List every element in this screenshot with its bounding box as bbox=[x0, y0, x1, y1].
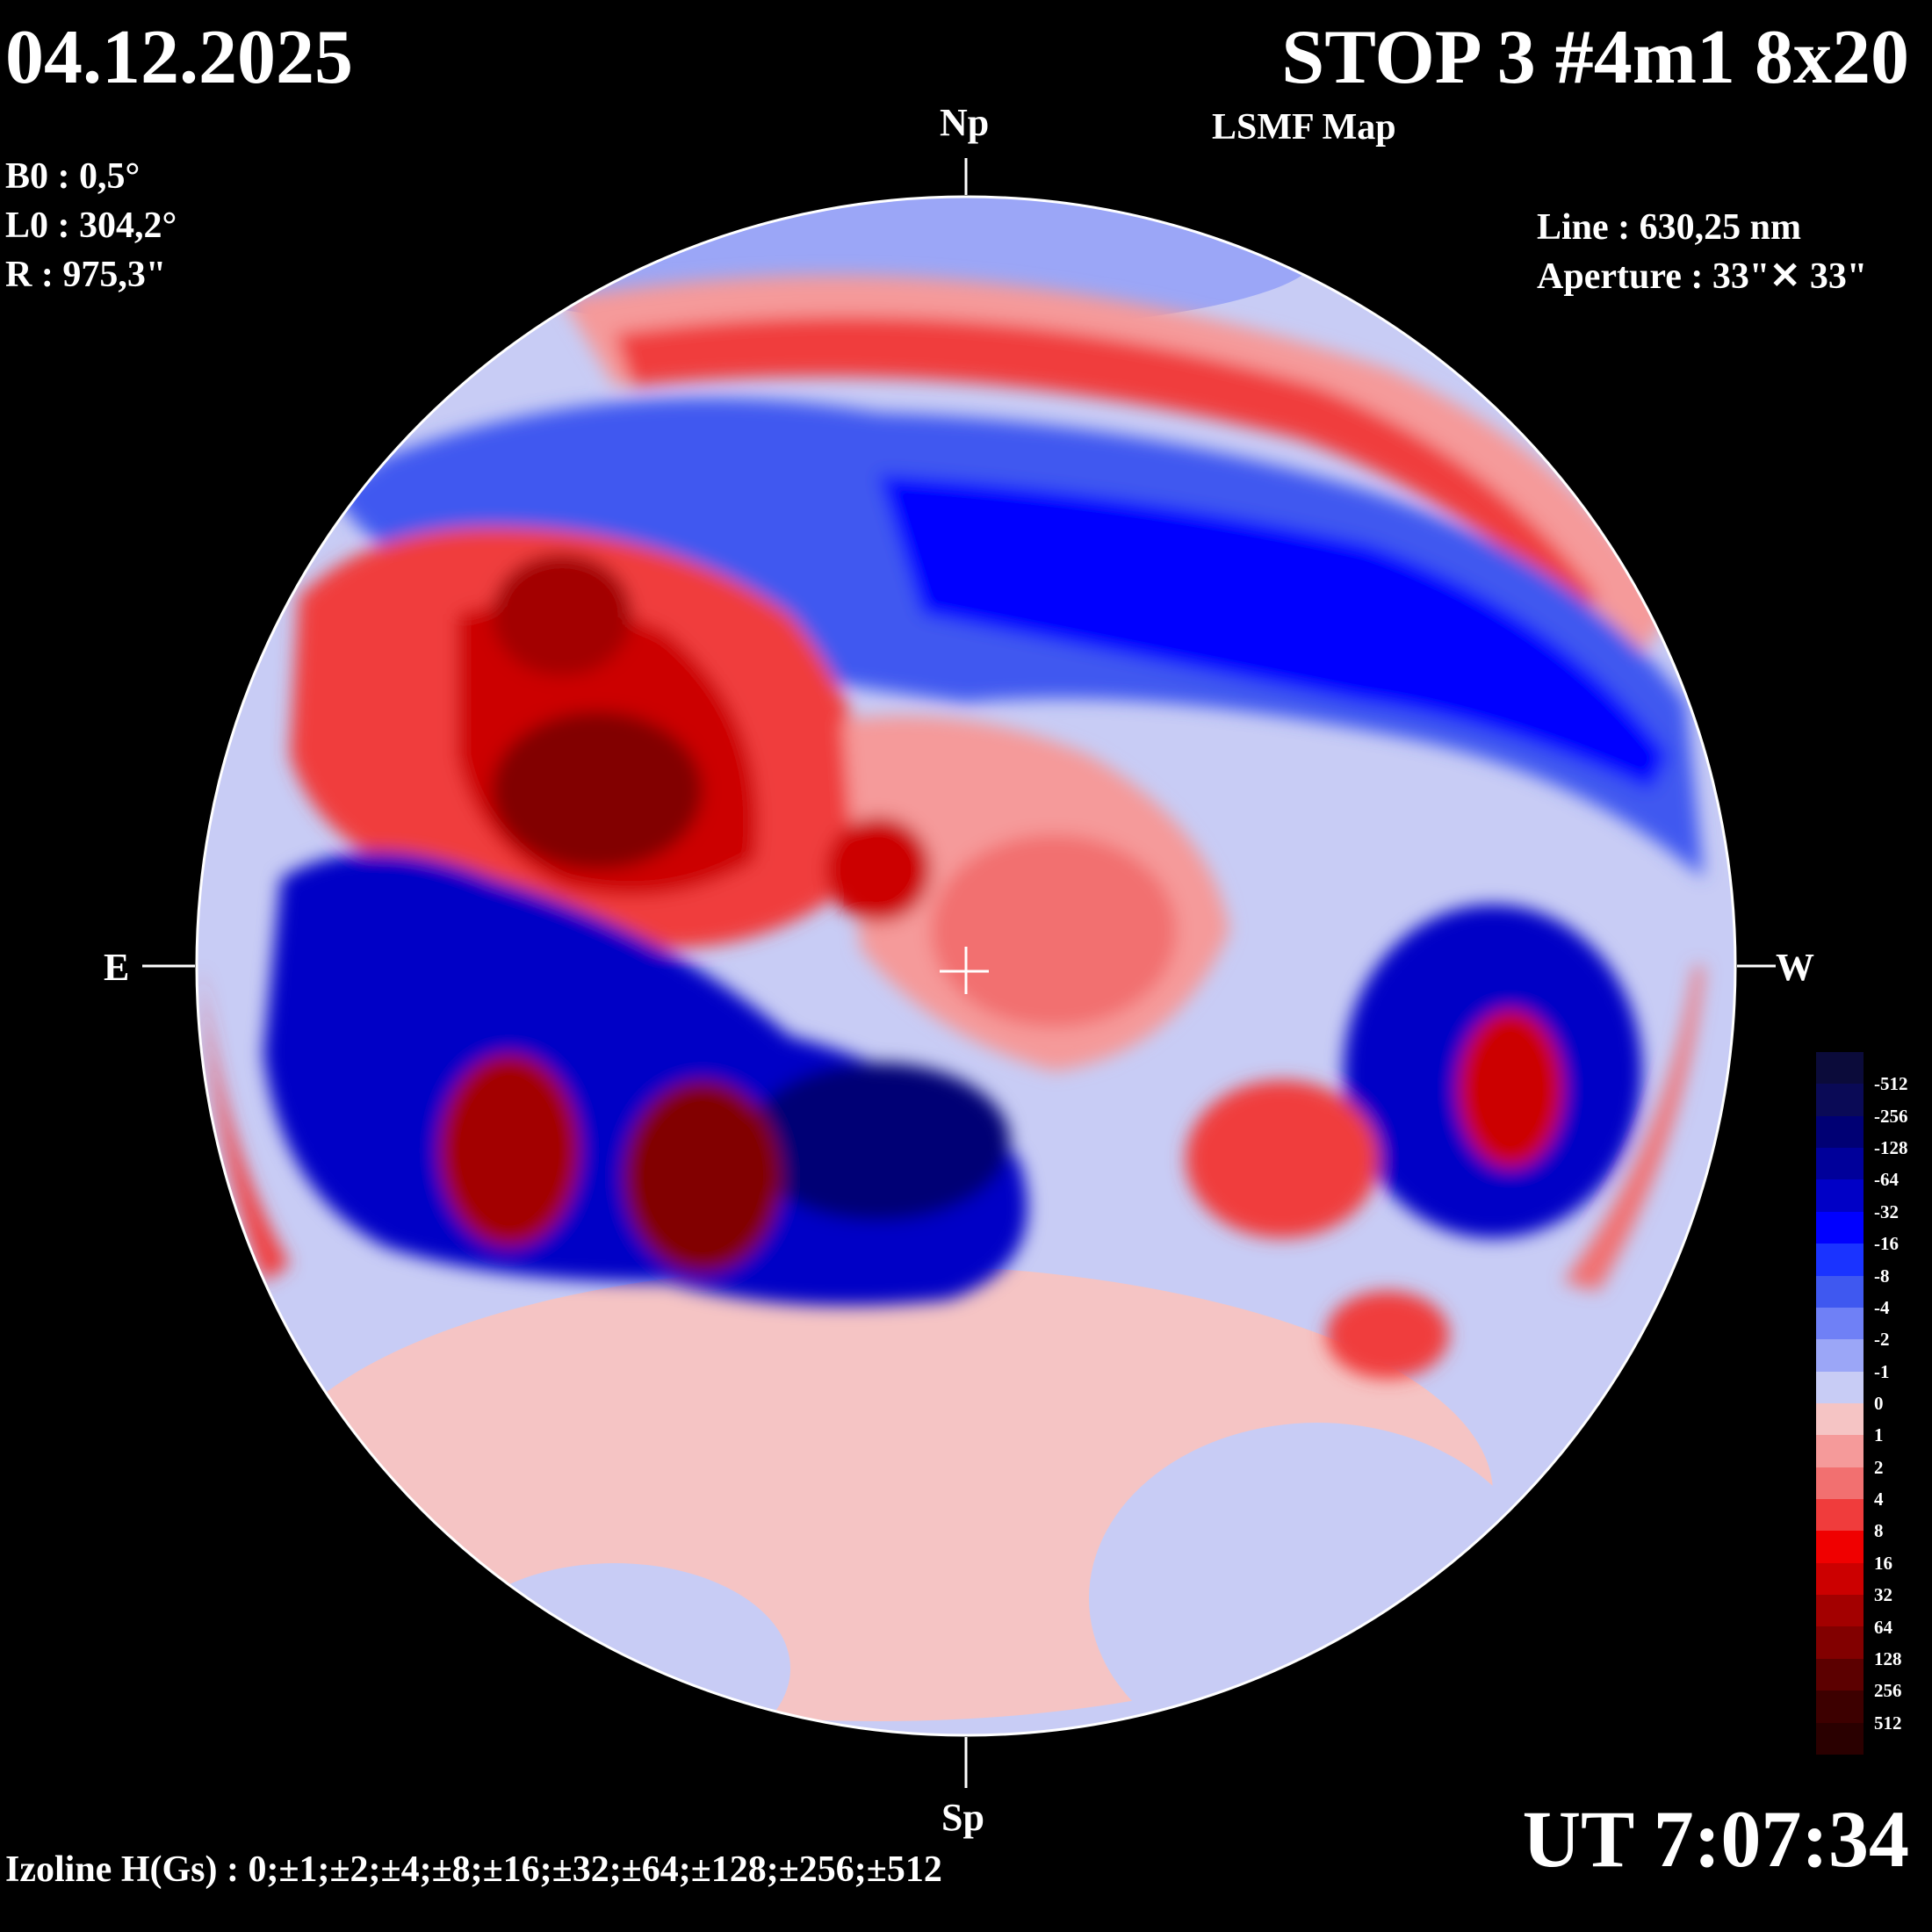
map-title: STOP 3 #4m1 8x20 bbox=[1281, 15, 1909, 100]
spectral-line: Line : 630,25 nm bbox=[1537, 207, 1802, 248]
legend-swatch bbox=[1816, 1690, 1864, 1723]
west-label: W bbox=[1776, 946, 1814, 989]
legend-label: 1 bbox=[1874, 1424, 1884, 1446]
legend-label: 32 bbox=[1874, 1584, 1892, 1606]
legend-swatch bbox=[1816, 1307, 1864, 1340]
legend-swatch bbox=[1816, 1148, 1864, 1180]
legend-swatch bbox=[1816, 1562, 1864, 1596]
legend-swatch bbox=[1816, 1467, 1864, 1500]
south-pole-label: Sp bbox=[941, 1796, 984, 1839]
legend-swatch bbox=[1816, 1402, 1864, 1436]
legend-label: -64 bbox=[1874, 1169, 1899, 1191]
legend-swatch bbox=[1816, 1275, 1864, 1308]
legend-label: 64 bbox=[1874, 1616, 1892, 1638]
disk-limb bbox=[195, 195, 1737, 1737]
color-legend bbox=[1816, 1052, 1864, 1755]
legend-label: 0 bbox=[1874, 1393, 1884, 1414]
param-b0: B0 : 0,5° bbox=[5, 156, 141, 197]
legend-swatch bbox=[1816, 1595, 1864, 1627]
axis-ticks bbox=[142, 158, 1776, 1788]
izoline-levels: Izoline H(Gs) : 0;±1;±2;±4;±8;±16;±32;±6… bbox=[5, 1849, 942, 1890]
legend-swatch bbox=[1816, 1339, 1864, 1372]
legend-label: -512 bbox=[1874, 1073, 1908, 1095]
legend-label: 512 bbox=[1874, 1712, 1902, 1734]
legend-label: -8 bbox=[1874, 1265, 1890, 1287]
legend-swatch bbox=[1816, 1244, 1864, 1276]
north-pole-label: Np bbox=[940, 101, 990, 144]
param-radius: R : 975,3" bbox=[5, 255, 167, 295]
legend-swatch bbox=[1816, 1626, 1864, 1659]
aperture: Aperture : 33"✕ 33" bbox=[1537, 256, 1868, 297]
legend-swatch bbox=[1816, 1531, 1864, 1563]
legend-swatch bbox=[1816, 1371, 1864, 1403]
legend-label: 4 bbox=[1874, 1489, 1884, 1510]
east-label: E bbox=[104, 946, 130, 989]
legend-label: -4 bbox=[1874, 1296, 1890, 1318]
ut-time: UT 7:07:34 bbox=[1522, 1794, 1909, 1884]
legend-label: -2 bbox=[1874, 1329, 1890, 1351]
legend-label: 16 bbox=[1874, 1552, 1892, 1574]
legend-swatch bbox=[1816, 1179, 1864, 1212]
legend-swatch bbox=[1816, 1722, 1864, 1755]
legend-swatch bbox=[1816, 1084, 1864, 1116]
legend-swatch bbox=[1816, 1052, 1864, 1085]
legend-label: -32 bbox=[1874, 1200, 1899, 1222]
legend-label: -1 bbox=[1874, 1360, 1890, 1382]
legend-label: -128 bbox=[1874, 1137, 1908, 1159]
param-l0: L0 : 304,2° bbox=[5, 205, 177, 246]
legend-label: 128 bbox=[1874, 1647, 1902, 1669]
observation-date: 04.12.2025 bbox=[5, 15, 353, 100]
legend-label: 8 bbox=[1874, 1520, 1884, 1542]
legend-label: -256 bbox=[1874, 1105, 1908, 1127]
map-subtitle: LSMF Map bbox=[1212, 107, 1396, 148]
legend-swatch bbox=[1816, 1115, 1864, 1149]
legend-label: 2 bbox=[1874, 1456, 1884, 1478]
legend-swatch bbox=[1816, 1435, 1864, 1467]
legend-swatch bbox=[1816, 1211, 1864, 1244]
legend-swatch bbox=[1816, 1499, 1864, 1532]
legend-label: 256 bbox=[1874, 1680, 1902, 1702]
legend-label: -16 bbox=[1874, 1233, 1899, 1255]
legend-swatch bbox=[1816, 1658, 1864, 1691]
